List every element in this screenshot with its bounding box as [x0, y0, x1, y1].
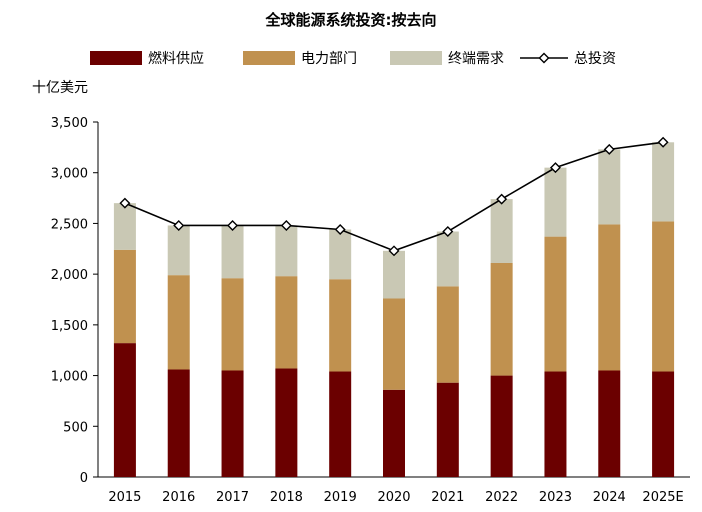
bar-segment [275, 225, 298, 277]
bar-segment [383, 298, 405, 390]
bar-segment [329, 371, 352, 477]
legend-label: 燃料供应 [148, 50, 204, 67]
legend-label: 终端需求 [448, 51, 504, 67]
bar-segment [598, 224, 621, 371]
bar-segment [436, 231, 459, 287]
total-investment-point [227, 219, 239, 231]
total-investment-point [442, 226, 454, 238]
bar-segment [383, 250, 405, 299]
y-tick-label: 2,000 [51, 268, 88, 283]
bar-segment [113, 343, 136, 477]
legend-label: 电力部门 [301, 51, 357, 67]
legend-marker [538, 52, 550, 64]
total-investment-point [388, 245, 400, 257]
total-investment-point [334, 224, 346, 236]
bar-segment [490, 262, 513, 376]
bar-segment [329, 229, 352, 280]
bar-segment [652, 371, 675, 477]
bar-segment [167, 225, 190, 276]
y-tick-label: 3,500 [51, 116, 88, 131]
bar-segment [221, 225, 244, 279]
chart-title: 全球能源系统投资:按去向 [265, 11, 437, 29]
x-tick-label: 2025E [642, 490, 683, 505]
bar-segment [113, 249, 136, 344]
y-tick-label: 3,000 [51, 167, 88, 182]
y-axis-unit-label: 十亿美元 [32, 80, 88, 96]
y-tick-label: 500 [63, 420, 88, 435]
y-tick-label: 1,500 [51, 319, 88, 334]
x-tick-label: 2024 [593, 490, 626, 505]
bar-segment [598, 370, 621, 477]
total-investment-point [119, 197, 131, 209]
x-tick-label: 2019 [324, 490, 357, 505]
x-tick-label: 2023 [539, 490, 572, 505]
bar-segment [544, 167, 567, 237]
x-tick-label: 2016 [162, 490, 195, 505]
total-investment-point [549, 162, 561, 174]
bar-segment [652, 221, 675, 372]
bar-segment [544, 371, 567, 477]
y-tick-label: 1,000 [51, 370, 88, 385]
total-investment-point [173, 219, 185, 231]
bar-segment [329, 279, 352, 372]
total-investment-point [280, 219, 292, 231]
legend-swatch [90, 51, 142, 65]
x-tick-label: 2018 [270, 490, 303, 505]
x-tick-label: 2020 [377, 490, 410, 505]
y-tick-label: 0 [80, 471, 88, 486]
legend: 燃料供应 电力部门 终端需求 总投资 [90, 50, 616, 67]
total-investment-point [603, 143, 615, 155]
plot-area: 0 500 1,000 1,500 2,000 2,500 3,000 3,500 2015 20… [51, 116, 690, 505]
x-tick-label: 2022 [485, 490, 518, 505]
bar-segment [598, 149, 621, 225]
bar-segment [383, 389, 405, 477]
bar-segment [275, 276, 298, 369]
legend-label: 总投资 [574, 51, 616, 67]
total-investment-point [657, 136, 669, 148]
bar-segment [221, 278, 244, 371]
total-investment-point [496, 193, 508, 205]
bar-segment [490, 199, 513, 263]
bar-segment [652, 142, 675, 222]
bar-segment [544, 236, 567, 372]
bar-segment [436, 286, 459, 383]
bar-segment [275, 368, 298, 477]
bar-segment [167, 275, 190, 370]
y-tick-label: 2,500 [51, 217, 88, 232]
bar-segment [436, 382, 459, 477]
x-tick-label: 2015 [108, 490, 141, 505]
bar-segment [490, 375, 513, 477]
legend-swatch [243, 51, 295, 65]
total-investment-line [124, 141, 664, 252]
legend-swatch [390, 51, 442, 65]
x-tick-label: 2021 [431, 490, 464, 505]
bar-segment [221, 370, 244, 477]
x-tick-label: 2017 [216, 490, 249, 505]
bar-segment [113, 203, 136, 250]
bar-segment [167, 369, 190, 477]
